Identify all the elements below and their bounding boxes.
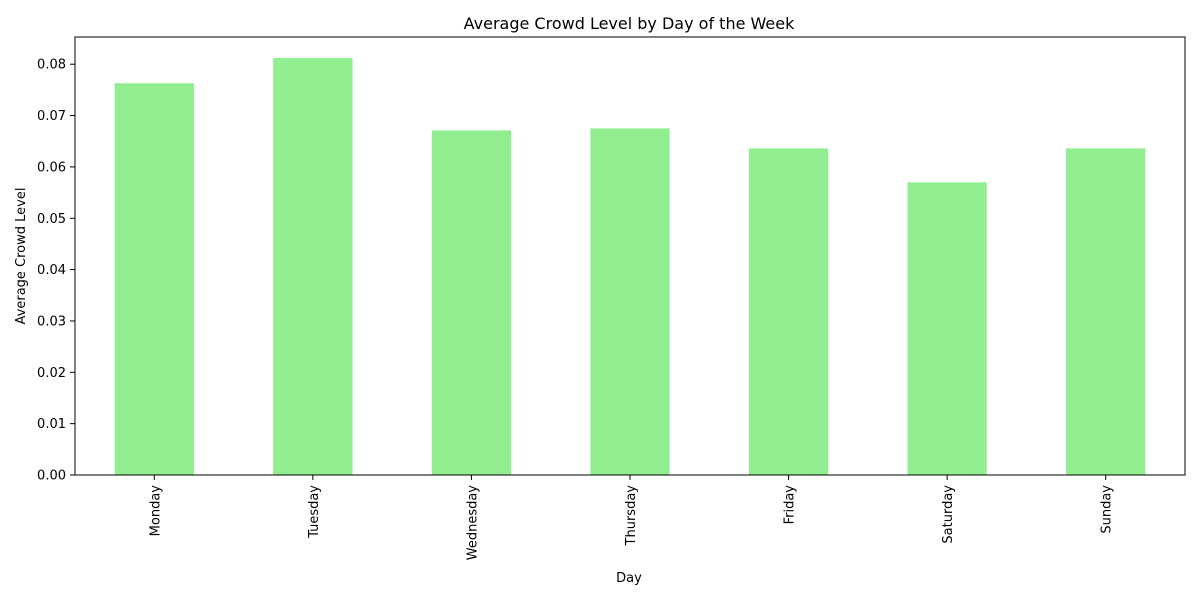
y-axis-title: Average Crowd Level bbox=[14, 188, 29, 325]
x-tick-label: Sunday bbox=[1100, 485, 1115, 534]
y-tick-label: 0.03 bbox=[37, 314, 66, 329]
bar-wednesday bbox=[431, 130, 512, 476]
bar-monday bbox=[114, 83, 194, 475]
y-tick-label: 0.01 bbox=[37, 417, 66, 432]
x-tick-label: Friday bbox=[783, 485, 798, 525]
bar-saturday bbox=[907, 182, 987, 475]
y-tick-label: 0.04 bbox=[37, 263, 66, 278]
bar-sunday bbox=[1066, 148, 1146, 476]
bar-tuesday bbox=[273, 58, 353, 475]
bars-group bbox=[114, 58, 1146, 476]
plot-frame bbox=[74, 36, 1186, 476]
y-tick-label: 0.06 bbox=[37, 160, 66, 175]
bar-friday bbox=[748, 148, 829, 476]
x-tick-label: Thursday bbox=[624, 485, 639, 547]
y-tick-label: 0.05 bbox=[37, 212, 66, 227]
x-tick-label: Wednesday bbox=[465, 485, 480, 561]
y-tick-label: 0.00 bbox=[37, 469, 66, 484]
y-tick-label: 0.08 bbox=[37, 58, 66, 73]
x-tick-label: Saturday bbox=[941, 485, 956, 544]
x-axis-title: Day bbox=[616, 571, 642, 586]
x-axis-ticks: Monday Tuesday Wednesday Thursday Friday Satu… bbox=[148, 475, 1115, 561]
y-tick-label: 0.07 bbox=[37, 109, 66, 124]
x-tick-label: Monday bbox=[148, 485, 163, 537]
bar-thursday bbox=[590, 128, 670, 475]
y-tick-label: 0.02 bbox=[37, 366, 66, 381]
x-tick-label: Tuesday bbox=[307, 485, 322, 539]
chart-title: Average Crowd Level by Day of the Week bbox=[464, 14, 795, 33]
y-axis-ticks: 0.00 0.01 0.02 0.03 0.04 0.05 0.06 0.07 0.08 bbox=[37, 58, 75, 484]
